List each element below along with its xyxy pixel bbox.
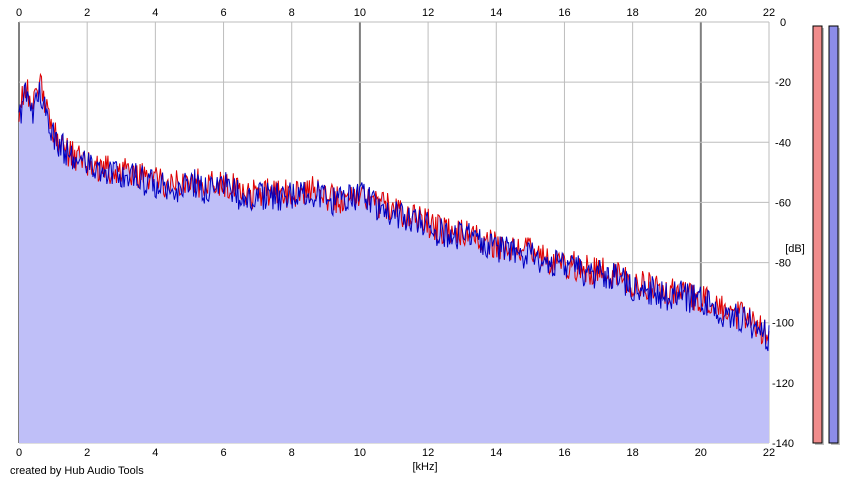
y-tick-label: -100 — [772, 318, 794, 330]
y-tick-label: 0 — [780, 17, 786, 29]
x-tick-label-top: 8 — [289, 7, 295, 19]
x-tick-label-top: 6 — [220, 7, 226, 19]
x-tick-label-top: 12 — [422, 7, 434, 19]
spectrum-line-1 — [18, 72, 770, 345]
x-tick-label-bottom: 16 — [558, 447, 570, 459]
y-axis-ticks: 0 -20 -40 -60 -80 -100 -120 -140 — [772, 17, 794, 450]
x-tick-label-bottom: 6 — [220, 447, 226, 459]
x-tick-label-top: 2 — [84, 7, 90, 19]
y-tick-label: -40 — [775, 137, 791, 149]
x-tick-label-bottom: 0 — [16, 447, 22, 459]
x-tick-label-top: 18 — [627, 7, 639, 19]
x-tick-label-bottom: 22 — [763, 447, 775, 459]
x-tick-label-top: 14 — [490, 7, 502, 19]
spectrum-fill — [19, 74, 769, 444]
y-axis-label: [dB] — [785, 243, 805, 255]
y-tick-label: -120 — [772, 378, 794, 390]
y-tick-label: -60 — [775, 197, 791, 209]
x-tick-label-top: 4 — [152, 7, 158, 19]
level-meter-2 — [828, 25, 839, 444]
spectrum-fill-area — [19, 74, 769, 444]
x-tick-label-bottom: 14 — [490, 447, 502, 459]
x-tick-label-bottom: 8 — [289, 447, 295, 459]
x-tick-label-top: 16 — [558, 7, 570, 19]
spectrum-line-2 — [18, 82, 770, 352]
x-tick-label-bottom: 4 — [152, 447, 158, 459]
level-meters — [812, 25, 840, 445]
x-tick-label-top: 0 — [16, 7, 22, 19]
credit-text: created by Hub Audio Tools — [10, 465, 144, 477]
x-axis-label: [kHz] — [412, 461, 437, 473]
y-tick-label: -140 — [772, 438, 794, 450]
x-tick-label-top: 20 — [695, 7, 707, 19]
x-tick-label-bottom: 2 — [84, 447, 90, 459]
y-tick-label: -20 — [775, 77, 791, 89]
spectrum-series — [18, 72, 770, 352]
x-tick-label-bottom: 18 — [627, 447, 639, 459]
x-tick-label-bottom: 20 — [695, 447, 707, 459]
x-tick-label-bottom: 12 — [422, 447, 434, 459]
x-tick-label-bottom: 10 — [354, 447, 366, 459]
y-tick-label: -80 — [775, 258, 791, 270]
x-tick-label-top: 10 — [354, 7, 366, 19]
x-tick-label-top: 22 — [763, 7, 775, 19]
level-meter-1 — [812, 25, 823, 444]
